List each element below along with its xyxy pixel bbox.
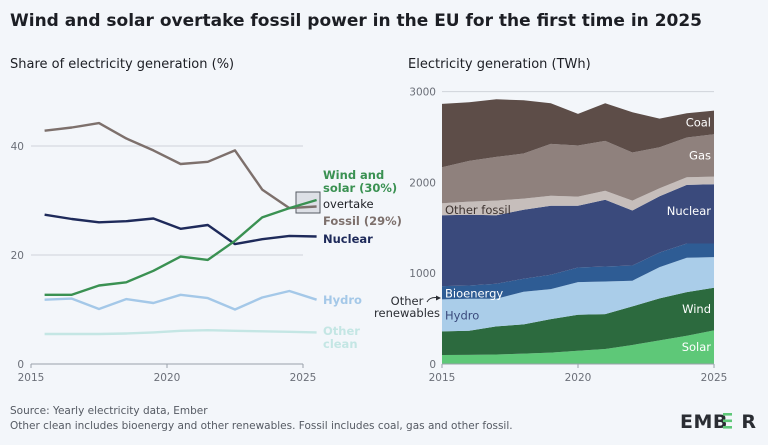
area-label: Wind	[682, 302, 711, 316]
series-label: clean	[323, 337, 358, 351]
area-label: Coal	[686, 115, 711, 129]
line-other-clean	[44, 329, 317, 336]
definition-note: Other clean includes bioenergy and other…	[10, 420, 513, 432]
line-wind-and-solar-	[44, 198, 317, 296]
generation-area-chart: 0 1000 2000 3000 2015 2020 2025 Solar Wind Hydro B…	[374, 87, 727, 384]
x-tick-label: 2020	[154, 372, 181, 384]
y-tick-label: 20	[11, 250, 24, 262]
source-note: Source: Yearly electricity data, Ember	[10, 405, 208, 417]
right-chart-title: Electricity generation (TWh)	[408, 57, 591, 72]
area-label: Nuclear	[667, 204, 712, 218]
area-other-fossil	[442, 176, 714, 216]
x-tick-label: 2020	[565, 372, 592, 384]
area-gas	[442, 134, 714, 204]
area-bioenergy	[442, 243, 714, 300]
other-renewables-label: Other	[391, 294, 424, 308]
area-wind	[442, 287, 714, 355]
area-label: Other fossil	[445, 203, 511, 217]
ember-logo: EMBER	[680, 411, 757, 433]
line-hydro	[44, 289, 317, 311]
area-coal	[442, 99, 714, 168]
y-tick-label: 0	[429, 359, 436, 371]
area-label: Gas	[689, 148, 711, 162]
area-nuclear	[442, 184, 714, 287]
line-nuclear	[44, 213, 317, 246]
y-tick-label: 3000	[409, 87, 436, 99]
svg-text:EMBER: EMBER	[680, 411, 757, 433]
y-tick-label: 2000	[409, 177, 436, 189]
area-label: Bioenergy	[445, 286, 503, 300]
y-tick-label: 40	[11, 141, 24, 153]
main-title: Wind and solar overtake fossil power in …	[10, 11, 702, 31]
series-label: Hydro	[323, 293, 362, 307]
x-tick-label: 2015	[429, 372, 456, 384]
x-tick-label: 2025	[701, 372, 728, 384]
area-label: Hydro	[445, 308, 479, 322]
x-tick-label: 2015	[18, 372, 45, 384]
area-label: Solar	[682, 340, 712, 354]
area-hydro	[442, 257, 714, 332]
line-fossil-	[44, 121, 317, 210]
series-label: solar (30%)	[323, 181, 397, 195]
series-label: Other	[323, 324, 360, 338]
series-label: Nuclear	[323, 232, 373, 246]
y-tick-label: 0	[17, 359, 24, 371]
left-chart-title: Share of electricity generation (%)	[10, 57, 234, 72]
y-tick-label: 1000	[409, 268, 436, 280]
x-tick-label: 2025	[290, 372, 317, 384]
other-renewables-label: renewables	[374, 306, 440, 320]
area-solar	[442, 330, 714, 364]
series-label: Wind and	[323, 168, 384, 182]
overtake-annotation: overtake	[323, 197, 374, 211]
series-label: Fossil (29%)	[323, 214, 402, 228]
arrowhead-icon	[436, 295, 441, 301]
